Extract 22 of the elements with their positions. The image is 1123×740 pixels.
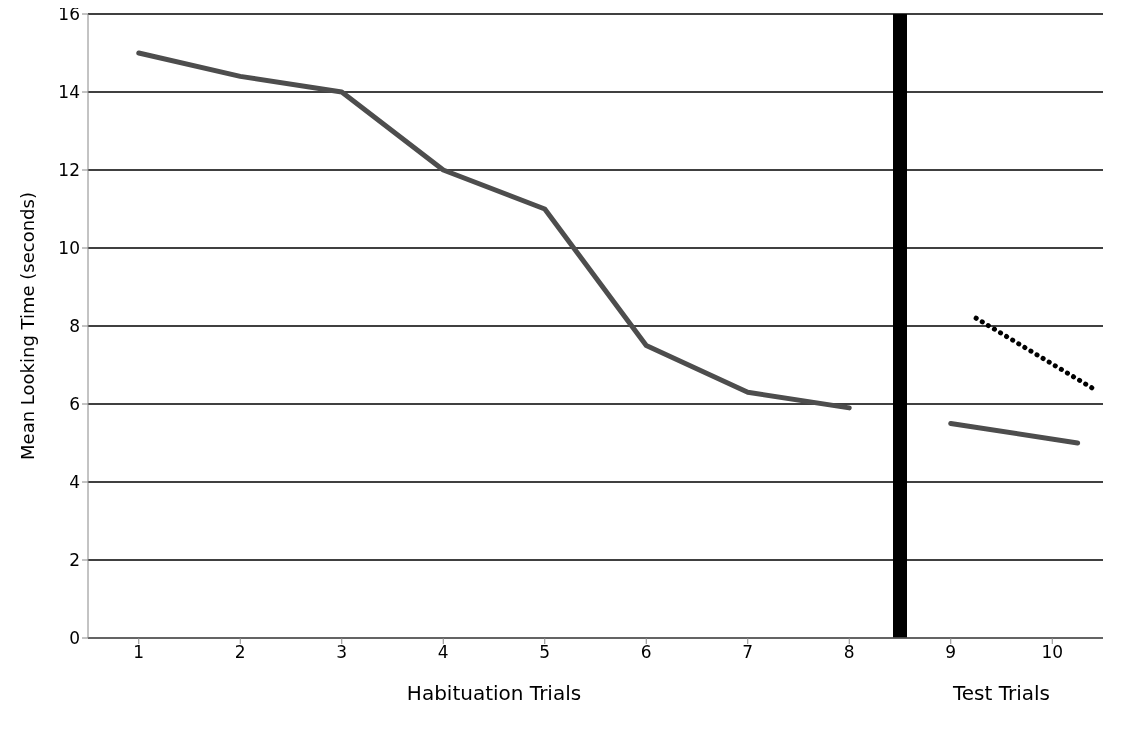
x-tick-label: 3 <box>336 642 348 663</box>
x-tick-label: 10 <box>1041 642 1064 663</box>
y-axis-title: Mean Looking Time (seconds) <box>17 192 39 460</box>
x-tick-label: 6 <box>640 642 652 663</box>
x-tick-label: 4 <box>437 642 449 663</box>
x-tick-label: 5 <box>539 642 551 663</box>
x-axis-title: Habituation Trials <box>406 681 582 705</box>
y-tick-label: 4 <box>69 472 80 493</box>
x-tick-label: 9 <box>945 642 957 663</box>
x-tick-label: 8 <box>843 642 855 663</box>
y-tick-label: 6 <box>69 394 80 415</box>
x-tick-label: 7 <box>742 642 754 663</box>
x-tick-label: 1 <box>133 642 145 663</box>
y-tick-label: 14 <box>58 82 80 103</box>
y-tick-label: 0 <box>69 628 80 649</box>
y-tick-label: 10 <box>58 238 80 259</box>
x-tick-label: 2 <box>234 642 246 663</box>
y-tick-label: 12 <box>58 160 80 181</box>
y-tick-label: 8 <box>69 316 80 337</box>
y-tick-label: 2 <box>69 550 80 571</box>
y-tick-label: 16 <box>58 4 80 25</box>
text: Test Trials <box>951 681 1051 705</box>
